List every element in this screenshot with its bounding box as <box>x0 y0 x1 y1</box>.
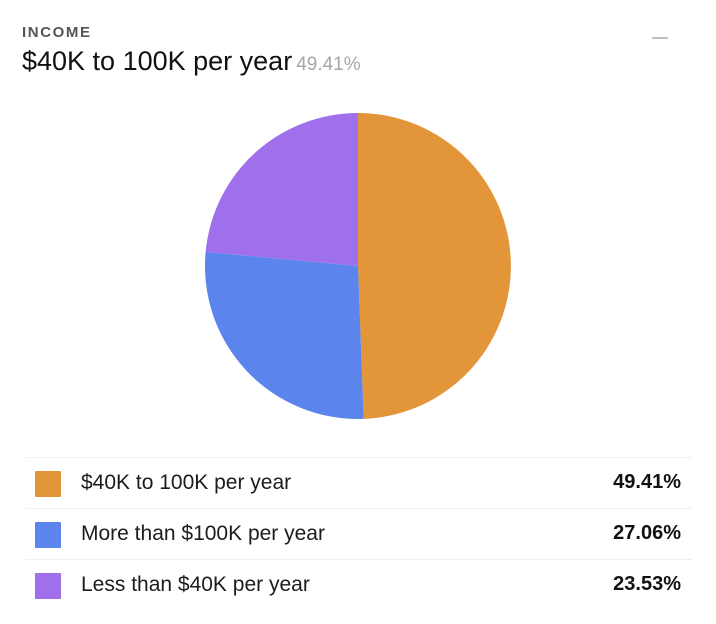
selected-segment-headline: $40K to 100K per year 49.41% <box>22 46 361 77</box>
selected-segment-percent: 49.41% <box>296 54 361 75</box>
section-label: INCOME <box>22 24 92 41</box>
legend-item-label: More than $100K per year <box>81 522 325 545</box>
selected-segment-label: $40K to 100K per year <box>22 46 293 76</box>
pie-slice-40k-to-100k[interactable] <box>358 113 511 419</box>
minus-icon <box>652 37 668 39</box>
pie-slice-less-than-40k[interactable] <box>205 113 358 266</box>
legend-item-percent: 27.06% <box>613 522 681 544</box>
legend-item-percent: 23.53% <box>613 573 681 595</box>
legend-swatch <box>35 522 61 548</box>
legend-item-40k-to-100k[interactable]: $40K to 100K per year 49.41% <box>26 457 691 508</box>
legend: $40K to 100K per year 49.41% More than $… <box>26 457 691 610</box>
legend-swatch <box>35 471 61 497</box>
legend-item-label: $40K to 100K per year <box>81 471 292 494</box>
pie-slice-more-than-100k[interactable] <box>204 251 364 419</box>
pie-chart <box>204 113 511 419</box>
legend-item-percent: 49.41% <box>613 471 681 493</box>
collapse-button[interactable] <box>648 28 672 48</box>
legend-item-more-than-100k[interactable]: More than $100K per year 27.06% <box>26 508 691 559</box>
legend-swatch <box>35 573 61 599</box>
legend-item-label: Less than $40K per year <box>81 573 310 596</box>
legend-item-less-than-40k[interactable]: Less than $40K per year 23.53% <box>26 559 691 610</box>
